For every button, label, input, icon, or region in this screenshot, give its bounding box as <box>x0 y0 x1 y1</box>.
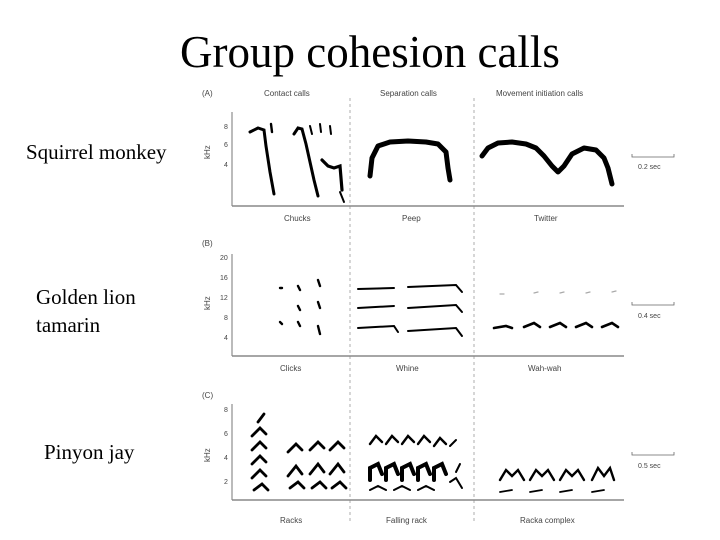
panel-a-tick: 4 <box>224 162 228 169</box>
spectrogram-twitter <box>479 139 615 187</box>
panel-c-tag: (C) <box>202 391 213 400</box>
call-label-falling-rack: Falling rack <box>386 516 428 525</box>
panel-c-tick: 6 <box>224 431 228 438</box>
panel-b-tick: 12 <box>220 295 228 302</box>
call-label-racks: Racks <box>280 516 302 525</box>
panel-b-tag: (B) <box>202 239 213 248</box>
slide-title: Group cohesion calls <box>180 27 560 77</box>
call-label-twitter: Twitter <box>534 214 558 223</box>
spectrogram-peep <box>367 138 453 183</box>
call-label-chucks: Chucks <box>284 214 311 223</box>
species-label-squirrel-monkey: Squirrel monkey <box>26 140 167 164</box>
spectrogram-racks <box>250 412 348 492</box>
spectrogram-falling-rack <box>368 434 463 491</box>
panel-b-tick: 16 <box>220 275 228 282</box>
species-label-golden-lion-tamarin: Golden lion tamarin <box>36 285 136 337</box>
column-header-movement-calls: Movement initiation calls <box>496 89 583 98</box>
spectrogram-chucks <box>248 122 345 203</box>
scale-bar-a-label: 0.2 sec <box>638 164 661 171</box>
spectrogram-wah-wah <box>492 290 620 330</box>
call-label-whine: Whine <box>396 364 419 373</box>
panel-a-tag: (A) <box>202 89 213 98</box>
scale-bar-c <box>631 452 675 456</box>
panel-b-tick: 8 <box>224 315 228 322</box>
scale-bar-b <box>631 302 675 306</box>
spectrogram-figure: (A) Contact calls Separation calls Movem… <box>202 89 675 525</box>
panel-c: (C) kHz 8 6 4 2 <box>202 391 675 525</box>
panel-b-y-axis-label: kHz <box>203 296 212 310</box>
scale-bar-a <box>631 154 675 158</box>
panel-a-y-axis-label: kHz <box>203 145 212 159</box>
scale-bar-b-label: 0.4 sec <box>638 313 661 320</box>
column-header-separation-calls: Separation calls <box>380 89 437 98</box>
panel-c-tick: 4 <box>224 455 228 462</box>
spectrogram-whine <box>357 283 463 337</box>
panel-c-tick: 2 <box>224 479 228 486</box>
panel-b-tick: 4 <box>224 335 228 342</box>
panel-a-tick: 8 <box>224 124 228 131</box>
call-label-clicks: Clicks <box>280 364 301 373</box>
panel-b-tick: 20 <box>220 255 228 262</box>
panel-a-tick: 6 <box>224 142 228 149</box>
panel-c-tick: 8 <box>224 407 228 414</box>
spectrogram-racka-complex <box>498 465 616 493</box>
panel-b: (B) kHz 20 16 12 8 4 <box>202 239 675 373</box>
panel-c-y-axis-label: kHz <box>203 448 212 462</box>
panel-a: (A) Contact calls Separation calls Movem… <box>202 89 675 223</box>
call-label-peep: Peep <box>402 214 421 223</box>
scale-bar-c-label: 0.5 sec <box>638 463 661 470</box>
spectrogram-clicks <box>278 278 322 336</box>
call-label-wah-wah: Wah-wah <box>528 364 562 373</box>
species-label-pinyon-jay: Pinyon jay <box>44 440 135 464</box>
call-label-racka-complex: Racka complex <box>520 516 575 525</box>
column-header-contact-calls: Contact calls <box>264 89 310 98</box>
